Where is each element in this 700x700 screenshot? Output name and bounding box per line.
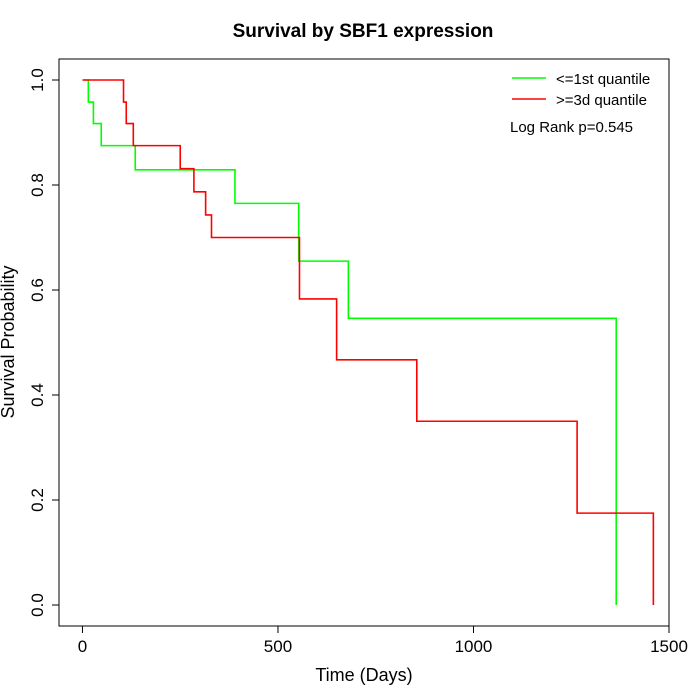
x-tick-label: 500 [264, 637, 292, 656]
y-tick-label: 0.2 [28, 488, 47, 512]
log-rank-annotation: Log Rank p=0.545 [510, 119, 633, 136]
x-tick-label: 1500 [650, 637, 688, 656]
axes: 0 500 1000 1500 0.0 0.2 0.4 0.6 0.8 1.0 [28, 68, 688, 656]
chart-title: Survival by SBF1 expression [233, 21, 494, 42]
survival-curve-series-1 [84, 79, 618, 605]
x-tick-label: 1000 [455, 637, 493, 656]
survival-curve-series-2 [82, 79, 655, 605]
y-tick-label: 0.4 [28, 383, 47, 407]
plot-frame [58, 58, 670, 627]
legend-label-series-1: <=1st quantile [556, 71, 650, 88]
legend-label-series-2: >=3d quantile [556, 92, 647, 109]
legend: <=1st quantile >=3d quantile [512, 71, 650, 109]
x-tick-label: 0 [78, 637, 87, 656]
y-tick-label: 1.0 [28, 68, 47, 92]
y-axis-label: Survival Probability [0, 265, 18, 418]
y-tick-label: 0.6 [28, 278, 47, 302]
y-tick-label: 0.0 [28, 593, 47, 617]
x-axis-label: Time (Days) [315, 665, 412, 685]
y-tick-label: 0.8 [28, 173, 47, 197]
survival-curves [82, 79, 655, 605]
